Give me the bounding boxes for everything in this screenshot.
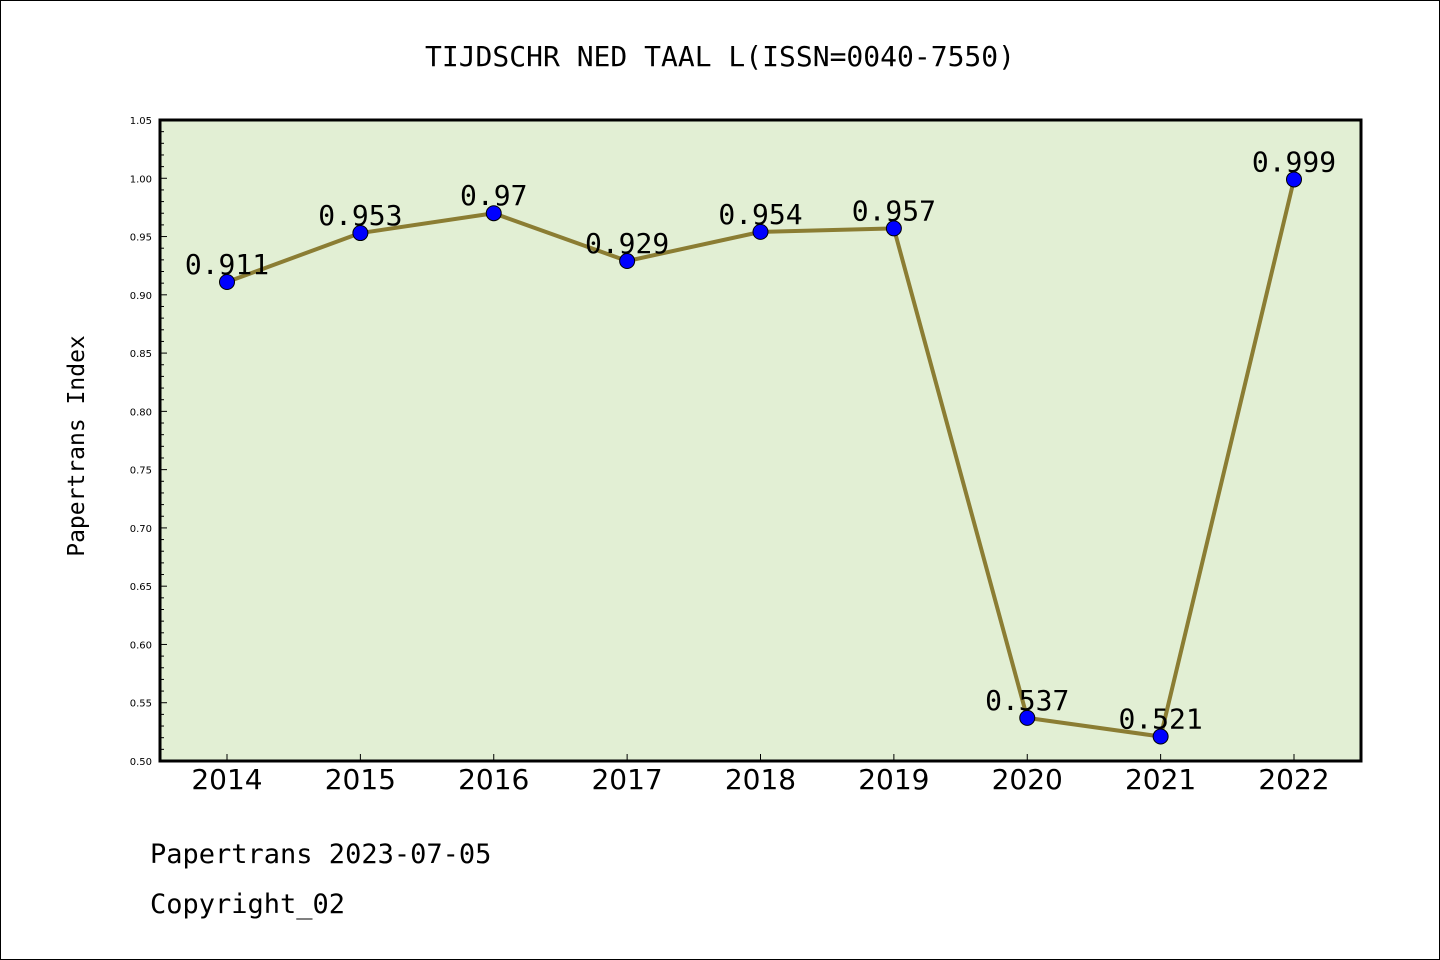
data-point [1019, 709, 1036, 726]
y-tick-label: 0.70 [130, 524, 152, 535]
data-label: 0.97 [460, 179, 527, 212]
x-tick-label: 2020 [992, 763, 1063, 796]
data-point [219, 273, 235, 290]
y-tick-label: 0.55 [130, 699, 152, 710]
data-point [1152, 728, 1169, 745]
y-tick-label: 0.85 [130, 349, 152, 360]
data-labels: 0.911 0.953 0.97 0.929 0.954 0.957 0.537 0.521 0… [185, 145, 1336, 735]
data-label: 0.957 [852, 194, 936, 227]
y-axis-label: Papertrans Index [64, 335, 90, 557]
x-tick-label: 2022 [1258, 763, 1329, 796]
footer-copyright: Copyright_02 [150, 889, 345, 920]
data-label: 0.929 [585, 227, 669, 260]
y-tick-label: 0.60 [130, 640, 152, 651]
y-tick-label: 0.90 [130, 291, 152, 302]
y-tick-label: 0.80 [130, 407, 152, 418]
footer-date: Papertrans 2023-07-05 [150, 839, 491, 870]
data-point [885, 220, 902, 237]
data-point [1286, 171, 1302, 188]
data-label: 0.521 [1118, 703, 1202, 736]
data-label: 0.953 [318, 199, 402, 232]
x-tick-label: 2015 [325, 763, 396, 796]
x-tick-label: 2014 [191, 763, 262, 796]
data-point [485, 205, 502, 222]
y-tick-label: 0.75 [130, 466, 152, 477]
y-tick-label: 0.95 [130, 233, 152, 244]
data-point [752, 223, 769, 240]
x-tick-label: 2017 [591, 763, 662, 796]
plot-border [158, 118, 1363, 763]
data-point [619, 253, 636, 270]
data-label: 0.911 [185, 248, 269, 281]
x-tick-label: 2018 [725, 763, 796, 796]
data-label: 0.954 [718, 198, 802, 231]
y-tick-label: 1.05 [130, 116, 152, 127]
data-point [352, 225, 369, 242]
y-tick-label: 1.00 [130, 174, 152, 185]
x-tick-label: 2019 [858, 763, 929, 796]
chart-title: TIJDSCHR NED TAAL L(ISSN=0040-7550) [425, 40, 1015, 73]
data-label: 0.537 [985, 684, 1069, 717]
data-points [219, 171, 1302, 745]
x-tick-label: 2016 [458, 763, 529, 796]
x-axis-ticks: 2014 2015 2016 2017 2018 2019 2020 2021 2022 [191, 754, 1330, 796]
y-tick-label: 0.50 [130, 757, 152, 768]
data-label: 0.999 [1252, 145, 1336, 178]
y-tick-label: 0.65 [130, 582, 152, 593]
x-tick-label: 2021 [1125, 763, 1196, 796]
